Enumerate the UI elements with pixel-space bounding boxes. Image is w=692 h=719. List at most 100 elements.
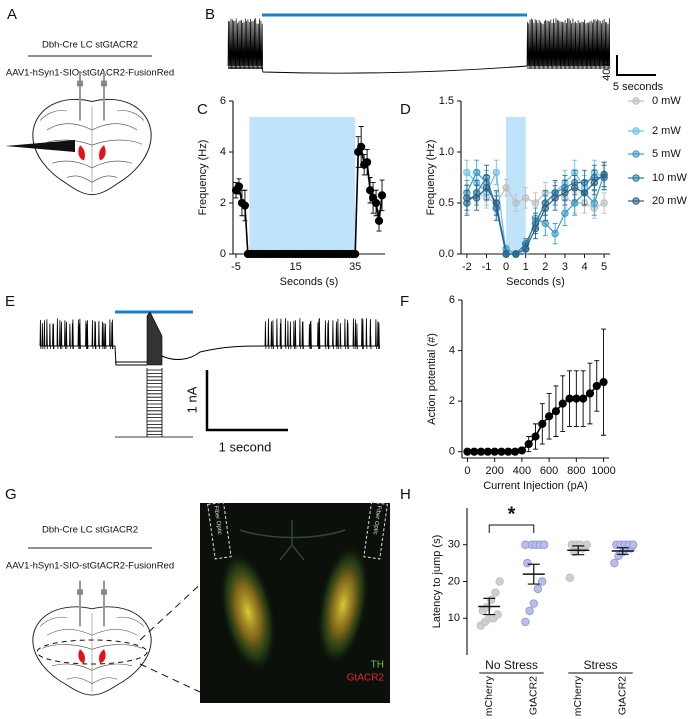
data-point: [502, 184, 510, 192]
x-axis-label: Seconds (s): [280, 276, 339, 288]
virus-label: AAV1-hSyn1-SIO-stGtACR2-FusionRed: [6, 561, 174, 572]
data-point: [628, 540, 638, 549]
data-point: [551, 407, 561, 416]
data-point: [234, 182, 244, 191]
voltage-trace: [267, 318, 380, 350]
data-point: [565, 394, 574, 403]
y-tick-label: 2: [220, 197, 226, 209]
group-label: Stress: [583, 658, 617, 672]
panel-label: F: [400, 293, 409, 310]
tissue-outline: [239, 520, 346, 561]
x-tick-label: 5: [601, 261, 607, 273]
data-point: [482, 184, 491, 192]
y-tick-label: 10: [448, 612, 460, 624]
data-point: [521, 617, 530, 627]
data-point: [539, 540, 549, 549]
data-point: [472, 168, 481, 177]
x-tick-label: -2: [462, 261, 472, 273]
legend-marker: [632, 97, 640, 105]
data-point: [531, 199, 540, 207]
sem-bar: [483, 597, 496, 616]
voltage-trace: [41, 318, 111, 350]
genotype-label: Dbh-Cre LC stGtACR2: [42, 40, 138, 51]
x-axis-label: Current Injection (pA): [483, 480, 588, 492]
fiber-outline: [207, 501, 232, 560]
zoom-line: [139, 579, 206, 641]
fiber: Fiber Optic: [207, 501, 232, 560]
data-point: [512, 199, 520, 207]
data-point: [521, 540, 530, 549]
legend-marker: [632, 127, 640, 135]
data-point: [558, 399, 567, 408]
y-tick-label: 4: [220, 146, 226, 158]
data-point: [600, 170, 608, 179]
data-point: [525, 606, 534, 616]
brain-schematic: [31, 579, 153, 697]
x-tick-label: 15: [289, 261, 301, 273]
x-tick-label: -1: [482, 261, 492, 273]
scale-label: 1 second: [219, 439, 272, 454]
significance-bracket: [488, 524, 535, 533]
data-point: [521, 194, 530, 202]
voltage-trace: [227, 18, 264, 70]
zoom-line: [139, 663, 201, 693]
trace-b: 40 mV 5 seconds: [227, 13, 664, 93]
category-label: GtACR2: [528, 676, 540, 715]
fiber-label: Fiber Optic: [372, 505, 382, 535]
data-point: [579, 394, 588, 403]
data-point: [592, 381, 601, 391]
x-tick-label: 4: [581, 261, 587, 273]
category-label: mCherry: [572, 675, 584, 716]
data-point: [537, 577, 547, 586]
x-tick-label: 0: [464, 465, 470, 477]
panel-label: B: [205, 6, 215, 23]
voltage-burst: [146, 311, 163, 366]
y-tick-label: 0.0: [439, 248, 454, 260]
data-point: [490, 447, 499, 456]
fiber-label: Fiber Optic: [212, 505, 222, 535]
fiber-wedge: [5, 140, 75, 152]
x-tick-label: -5: [231, 261, 241, 273]
sem-bar: [572, 545, 585, 556]
data-point: [541, 204, 550, 212]
data-point: [363, 158, 372, 167]
y-tick-label: 6: [449, 294, 455, 306]
data-point: [523, 558, 532, 568]
legend-label: 0 mW: [652, 95, 681, 107]
scale-label: 1 nA: [184, 386, 199, 413]
panel-label: D: [400, 101, 411, 118]
scale-label: 5 seconds: [613, 81, 664, 93]
significance-label: *: [508, 503, 516, 525]
category-label: GtACR2: [617, 676, 629, 715]
data-point: [504, 447, 513, 456]
data-point: [600, 199, 608, 207]
data-point: [502, 250, 510, 258]
data-point: [545, 412, 554, 421]
data-point: [531, 224, 540, 233]
y-tick-label: 20: [448, 575, 460, 587]
x-tick-label: 400: [513, 465, 531, 477]
data-point: [365, 186, 375, 195]
voltage-trace: [43, 319, 114, 350]
data-point: [374, 216, 384, 225]
sem-bar: [616, 547, 629, 555]
data-point: [590, 178, 599, 187]
y-tick-label: 6: [220, 95, 226, 107]
x-tick-label: 200: [485, 465, 503, 477]
data-point: [541, 219, 550, 228]
legend-label: 20 mW: [652, 195, 687, 207]
y-tick-label: 1.5: [439, 95, 454, 107]
voltage-trace: [40, 345, 380, 366]
voltage-trace: [228, 65, 528, 74]
y-axis-label: Latency to jump (s): [431, 535, 443, 629]
data-point: [470, 447, 479, 456]
data-point: [580, 189, 589, 197]
y-tick-label: 1.0: [439, 146, 454, 158]
y-axis-label: Frequency (Hz): [197, 140, 209, 216]
data-point: [371, 198, 381, 208]
data-point: [463, 194, 471, 202]
data-point: [610, 558, 619, 568]
stain-label: TH: [371, 660, 384, 671]
y-axis-label: Frequency (Hz): [425, 140, 437, 216]
